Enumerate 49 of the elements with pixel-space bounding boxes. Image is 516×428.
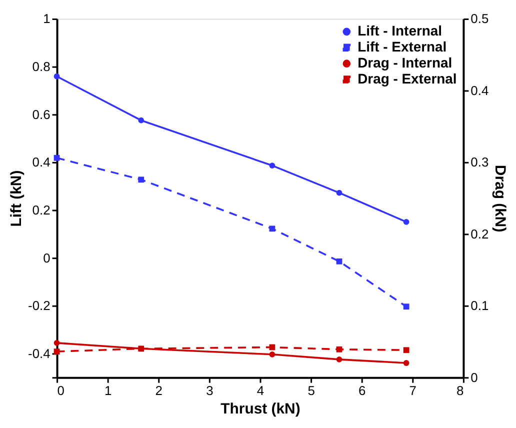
- y2-axis-title: Drag (kN): [492, 164, 509, 232]
- y2-tick-label: 0: [470, 370, 478, 385]
- point: [269, 351, 276, 358]
- y-tick-label: 0.6: [32, 106, 50, 122]
- y-tick-label: 0.8: [32, 59, 50, 74]
- point: [269, 226, 276, 232]
- point: [336, 258, 342, 264]
- legend-label: Drag - External: [358, 70, 457, 86]
- y-tick-label: 0: [43, 250, 50, 266]
- x-tick-label: 4: [256, 382, 264, 398]
- y2-tick-label: 0.5: [470, 11, 489, 26]
- x-tick-label: 7: [409, 382, 416, 398]
- point: [54, 340, 60, 346]
- point: [403, 219, 410, 225]
- point: [403, 304, 410, 310]
- legend-label: Drag - Internal: [358, 54, 452, 71]
- point: [54, 73, 60, 80]
- y2-tick-label: 0.4: [470, 82, 489, 98]
- point: [138, 117, 144, 124]
- point: [403, 347, 410, 354]
- y2-tick-label: 0.2: [470, 226, 489, 242]
- y-tick-label: 1: [43, 11, 50, 26]
- point: [336, 356, 342, 362]
- y-tick-label: -0.4: [28, 346, 50, 361]
- x-tick-label: 8: [456, 382, 464, 398]
- y-tick-label: 0.2: [32, 202, 50, 218]
- x-tick-label: 5: [308, 382, 315, 398]
- point: [269, 162, 276, 168]
- y-axis-title: Lift (kN): [8, 170, 26, 227]
- point: [269, 344, 276, 350]
- x-tick-label: 6: [358, 382, 366, 398]
- y2-tick-label: 0.3: [470, 154, 489, 170]
- point: [403, 360, 410, 366]
- point: [336, 346, 342, 352]
- x-tick-label: 3: [206, 382, 214, 398]
- point: [336, 190, 342, 196]
- point: [54, 154, 60, 161]
- y-tick-label: -0.2: [28, 298, 50, 314]
- y-tick-label: 0.4: [32, 154, 50, 170]
- legend-label: Lift - External: [358, 38, 447, 55]
- point: [138, 176, 144, 183]
- point: [54, 348, 60, 354]
- x-tick-label: 2: [155, 382, 162, 398]
- legend-label: Lift - Internal: [358, 22, 442, 39]
- x-tick-label: 0: [57, 382, 64, 398]
- x-axis-title: Thrust (kN): [220, 400, 300, 418]
- y2-tick-label: 0.1: [470, 298, 489, 314]
- point: [138, 346, 144, 352]
- x-tick-label: 1: [104, 382, 112, 398]
